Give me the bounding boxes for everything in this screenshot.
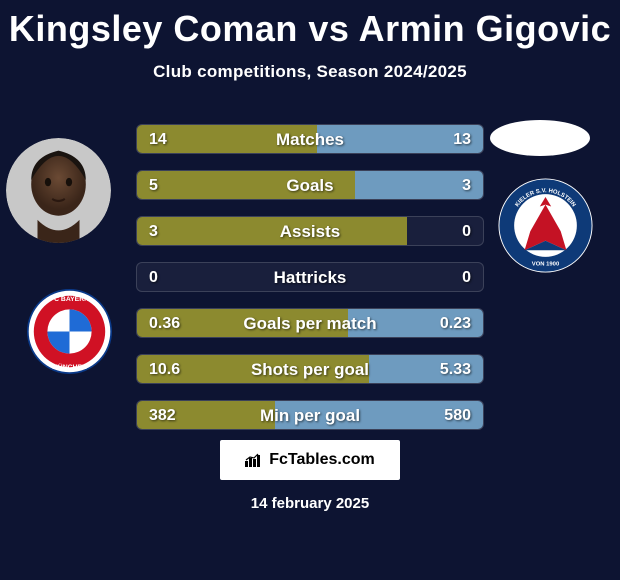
svg-text:MÜNCHEN: MÜNCHEN <box>52 362 87 371</box>
player-left-avatar <box>6 138 111 243</box>
stat-row: 10.65.33Shots per goal <box>136 354 484 384</box>
club-left-logo: FC BAYERN MÜNCHEN <box>27 289 112 374</box>
stat-label: Matches <box>137 125 483 154</box>
svg-text:FC BAYERN: FC BAYERN <box>50 296 89 303</box>
stat-label: Min per goal <box>137 401 483 430</box>
stat-label: Hattricks <box>137 263 483 292</box>
stats-chart: 1413Matches 53Goals 30Assists 00Hattricks 0.… <box>136 124 484 446</box>
stat-row: 53Goals <box>136 170 484 200</box>
stat-label: Shots per goal <box>137 355 483 384</box>
stat-row: 1413Matches <box>136 124 484 154</box>
brand-badge[interactable]: FcTables.com <box>220 440 400 480</box>
comparison-title: Kingsley Coman vs Armin Gigovic <box>0 0 620 50</box>
comparison-date: 14 february 2025 <box>0 495 620 512</box>
brand-chart-icon <box>245 453 263 467</box>
stat-label: Goals per match <box>137 309 483 338</box>
stat-row: 0.360.23Goals per match <box>136 308 484 338</box>
stat-row: 30Assists <box>136 216 484 246</box>
svg-text:VON 1900: VON 1900 <box>532 261 560 267</box>
player-right-avatar <box>490 120 590 156</box>
stat-row: 382580Min per goal <box>136 400 484 430</box>
stat-label: Assists <box>137 217 483 246</box>
stat-row: 00Hattricks <box>136 262 484 292</box>
club-right-logo: KIELER S.V. HOLSTEIN VON 1900 <box>498 178 593 273</box>
stat-label: Goals <box>137 171 483 200</box>
brand-text: FcTables.com <box>269 451 375 469</box>
comparison-subtitle: Club competitions, Season 2024/2025 <box>0 62 620 82</box>
